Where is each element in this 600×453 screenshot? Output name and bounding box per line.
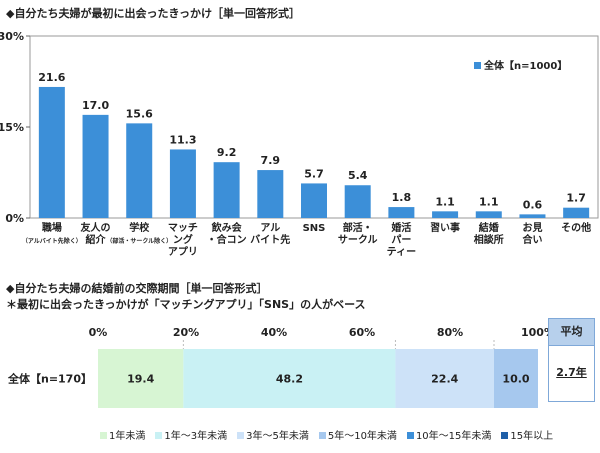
segment-value-label: 10.0 xyxy=(502,373,529,386)
bar xyxy=(563,207,590,218)
bar xyxy=(169,149,196,218)
y-tick-label: 0% xyxy=(5,212,24,225)
x-tick-label: （アルバイト先除く） xyxy=(22,237,82,245)
x-tick-label: 20% xyxy=(173,326,199,339)
legend-label: 3年～5年未満 xyxy=(246,431,309,442)
x-tick-label: サークル xyxy=(338,234,378,246)
x-tick-label: ティー xyxy=(387,246,416,258)
bar-value-label: 15.6 xyxy=(126,107,153,120)
bar-value-label: 1.1 xyxy=(479,195,499,208)
bar xyxy=(38,86,65,219)
bar xyxy=(301,183,327,218)
bar-value-label: 17.0 xyxy=(82,99,109,112)
x-tick-label: ・合コン xyxy=(207,233,247,246)
chart2-title: ◆自分たち夫婦の結婚前の交際期間［単一回答形式］ xyxy=(6,282,268,295)
x-tick-label: ング xyxy=(173,233,193,246)
bar-value-label: 5.4 xyxy=(348,169,368,182)
bar xyxy=(126,123,153,218)
bar-value-label: 7.9 xyxy=(261,154,281,167)
bar-value-label: 5.7 xyxy=(304,167,324,180)
x-tick-label: SNS xyxy=(303,223,326,234)
legend-item: 3年～5年未満 xyxy=(237,427,309,442)
x-tick-label: 友人の xyxy=(81,221,111,234)
x-tick-label: 飲み会 xyxy=(211,221,242,234)
y-tick-label: 30% xyxy=(0,30,24,43)
x-tick-label: 婚活 xyxy=(391,221,411,234)
bar xyxy=(388,207,415,218)
x-tick-label: 相談所 xyxy=(474,233,504,246)
stacked-segment xyxy=(395,349,494,408)
x-tick-label: バイト先 xyxy=(250,233,290,246)
legend-label: 1年～3年未満 xyxy=(164,431,228,442)
bar xyxy=(475,211,502,218)
x-tick-label: アル xyxy=(260,222,280,234)
x-tick-label: （部活・サークル除く） xyxy=(106,237,172,245)
legend-swatch xyxy=(474,62,481,69)
segment-value-label: 48.2 xyxy=(276,373,303,386)
bar-value-label: 1.1 xyxy=(435,195,455,208)
x-tick-label: 職場 xyxy=(42,221,62,234)
bar-value-label: 1.7 xyxy=(566,192,586,205)
x-tick-label: 0% xyxy=(89,326,108,339)
chart2-legend: 1年未満 1年～3年未満 3年～5年未満 5年～10年未満 10年～15年未満 15年以上 xyxy=(100,427,560,443)
stacked-segment xyxy=(494,349,538,408)
bar-value-label: 1.8 xyxy=(392,191,412,204)
legend-label: 1年未満 xyxy=(109,431,146,442)
x-tick-label: 結婚 xyxy=(479,221,499,234)
x-tick-label: 部活・ xyxy=(343,221,373,234)
bar xyxy=(82,114,109,218)
bar-value-label: 21.6 xyxy=(38,71,65,84)
bar-value-label: 11.3 xyxy=(169,133,196,146)
average-box: 平均 2.7年 xyxy=(548,318,595,402)
legend-label: 5年～10年未満 xyxy=(327,431,397,442)
x-tick-label: 60% xyxy=(349,326,375,339)
chart2-subtitle: ＊最初に出会ったきっかけが「マッチングアプリ」「SNS」の人がベース xyxy=(6,298,366,311)
legend-item: 15年以上 xyxy=(501,427,553,442)
x-tick-label: 学校 xyxy=(129,221,150,234)
legend-swatch xyxy=(237,432,245,439)
bar xyxy=(519,214,546,218)
y-tick-label: 15% xyxy=(0,121,24,134)
legend-label: 全体【n=1000】 xyxy=(483,59,567,72)
legend-label: 10年～15年未満 xyxy=(415,431,492,442)
legend-swatch xyxy=(318,432,326,439)
average-value: 2.7年 xyxy=(556,366,587,379)
chart1-title: ◆自分たち夫婦が最初に出会ったきっかけ［単一回答形式］ xyxy=(6,7,301,20)
x-tick-label: マッチ xyxy=(168,222,198,234)
legend-swatch xyxy=(100,432,107,439)
legend-swatch xyxy=(155,432,163,439)
legend-swatch xyxy=(406,432,414,439)
bar-value-label: 0.6 xyxy=(523,198,543,211)
bar xyxy=(432,211,459,218)
segment-value-label: 22.4 xyxy=(431,373,458,386)
x-tick-label: その他 xyxy=(561,221,591,234)
bar xyxy=(213,162,240,218)
legend-item: 1年未満 xyxy=(100,427,145,442)
x-tick-label: お見 xyxy=(522,222,542,234)
bar xyxy=(257,170,284,218)
segment-value-label: 19.4 xyxy=(127,373,154,386)
x-tick-label: 80% xyxy=(437,326,463,339)
legend-label: 15年以上 xyxy=(510,431,554,442)
bar xyxy=(344,185,371,218)
row-label: 全体【n=170】 xyxy=(7,372,92,386)
legend-item: 10年～15年未満 xyxy=(406,427,492,442)
x-tick-label: 40% xyxy=(261,326,287,339)
x-tick-label: アプリ xyxy=(168,245,198,258)
x-tick-label: 紹介 xyxy=(86,233,107,246)
legend-swatch xyxy=(501,432,509,439)
bar-value-label: 9.2 xyxy=(217,146,237,159)
stacked-segment xyxy=(183,349,396,408)
stacked-segment xyxy=(98,349,184,408)
legend-item: 5年～10年未満 xyxy=(318,427,397,442)
x-tick-label: パー xyxy=(391,234,411,246)
x-tick-label: 合い xyxy=(521,233,542,246)
legend-item: 1年～3年未満 xyxy=(155,427,227,442)
average-header: 平均 xyxy=(549,319,594,346)
x-tick-label: 習い事 xyxy=(430,221,460,234)
